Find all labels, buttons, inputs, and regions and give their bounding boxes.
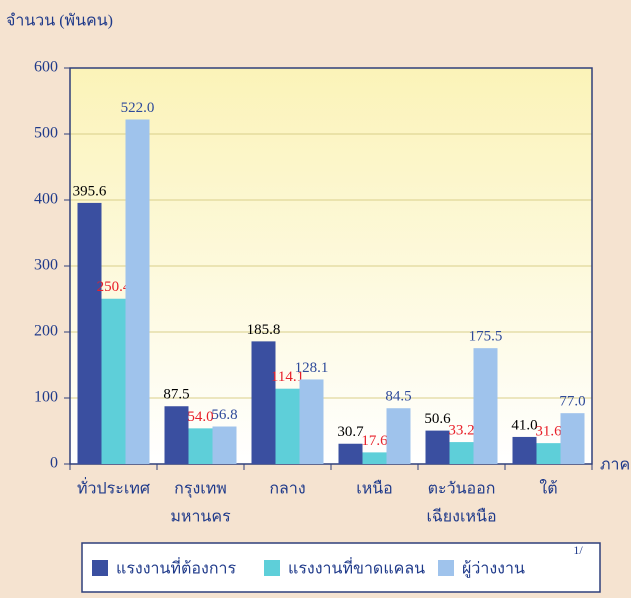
bar — [512, 436, 537, 464]
bar — [425, 430, 450, 464]
value-label: 17.6 — [361, 433, 388, 449]
x-tick-label: เฉียงเหนือ — [426, 508, 496, 526]
y-axis-label: จำนวน (พันคน) — [6, 13, 113, 30]
legend-label: แรงงานที่ต้องการ — [116, 557, 236, 578]
value-label: 250.4 — [97, 279, 131, 295]
value-label: 41.0 — [511, 417, 537, 433]
x-tick-label: กรุงเทพ — [174, 481, 227, 499]
value-label: 54.0 — [187, 409, 213, 425]
value-label: 395.6 — [73, 183, 107, 199]
y-tick-label: 300 — [34, 257, 58, 274]
legend-label: แรงงานที่ขาดแคลน — [288, 557, 425, 578]
bar — [101, 298, 126, 464]
value-label: 30.7 — [337, 424, 364, 440]
bar — [77, 202, 102, 465]
bar — [212, 426, 237, 464]
bar — [362, 452, 387, 464]
bar — [125, 119, 150, 464]
bar — [251, 341, 276, 464]
x-tick-label: กลาง — [269, 481, 305, 498]
value-label: 185.8 — [247, 322, 281, 338]
value-label: 114.1 — [271, 369, 304, 385]
legend-label: ผู้ว่างงาน — [462, 560, 525, 579]
bar — [164, 406, 189, 464]
x-tick-label: เหนือ — [356, 480, 393, 498]
x-tick-label: ใต้ — [539, 479, 557, 498]
bar — [449, 442, 474, 464]
bar — [275, 388, 300, 464]
value-label: 33.2 — [448, 423, 474, 439]
value-label: 77.0 — [559, 394, 585, 410]
y-tick-label: 100 — [34, 389, 58, 406]
y-tick-label: 600 — [34, 59, 58, 76]
bar — [536, 443, 561, 464]
y-tick-label: 200 — [34, 323, 58, 340]
bar — [560, 413, 585, 464]
x-tick-label: ทั่วประเทศ — [77, 477, 150, 498]
legend-note: 1/ — [573, 543, 583, 557]
y-tick-label: 0 — [50, 455, 58, 472]
bar — [386, 408, 411, 464]
value-label: 84.5 — [385, 389, 411, 405]
value-label: 56.8 — [211, 407, 237, 423]
legend-swatch — [264, 560, 280, 576]
value-label: 128.1 — [295, 360, 329, 376]
y-tick-label: 400 — [34, 191, 58, 208]
legend-swatch — [438, 560, 454, 576]
value-label: 50.6 — [424, 411, 451, 427]
value-label: 31.6 — [535, 424, 562, 440]
bar — [338, 443, 363, 464]
bar — [188, 428, 213, 464]
x-tick-label: ตะวันออก — [428, 481, 496, 498]
value-label: 87.5 — [163, 387, 189, 403]
y-tick-label: 500 — [34, 125, 58, 142]
legend-swatch — [92, 560, 108, 576]
x-tick-label: มหานคร — [170, 509, 231, 526]
bar — [299, 379, 324, 464]
value-label: 175.5 — [469, 329, 503, 345]
value-label: 522.0 — [121, 100, 155, 116]
bar — [473, 348, 498, 464]
x-axis-label: ภาค — [600, 457, 630, 474]
legend-box — [81, 542, 601, 593]
